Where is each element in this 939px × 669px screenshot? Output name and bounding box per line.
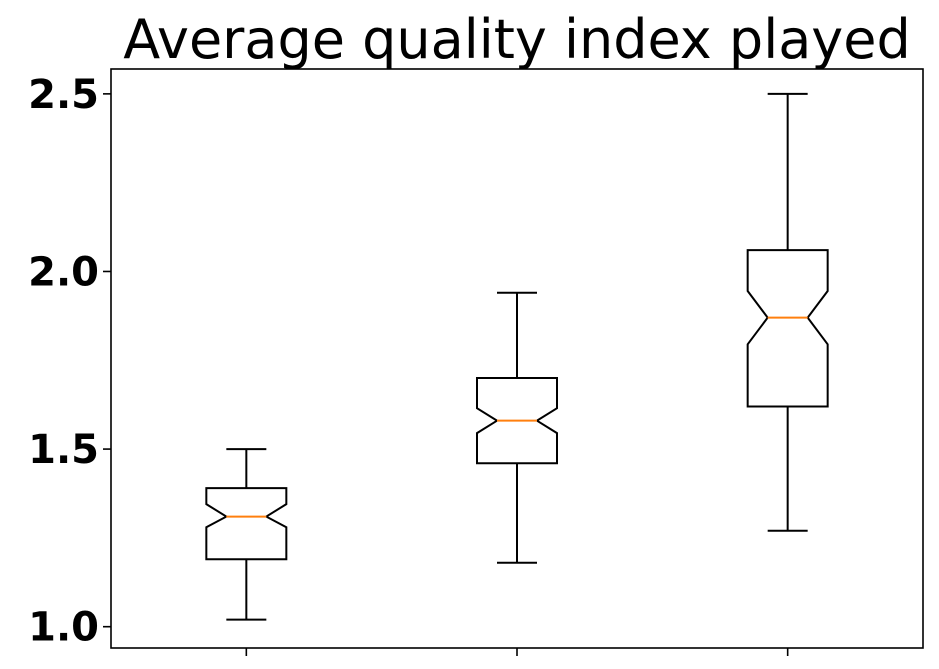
chart-title: Average quality index played bbox=[123, 8, 911, 71]
y-tick-label: 2.5 bbox=[28, 72, 99, 118]
box-body bbox=[205, 487, 288, 561]
box-group-2 bbox=[476, 291, 558, 564]
box-group-3 bbox=[746, 92, 829, 532]
y-tick-label: 1.0 bbox=[28, 605, 99, 651]
box-group-1 bbox=[205, 448, 288, 621]
axes: 1.0 1.5 2.0 2.5 bbox=[28, 72, 789, 656]
y-tick-label: 2.0 bbox=[28, 249, 99, 295]
plot-area bbox=[205, 92, 829, 621]
box-body bbox=[746, 249, 829, 408]
y-tick-label: 1.5 bbox=[28, 427, 99, 473]
box-body bbox=[476, 377, 558, 465]
